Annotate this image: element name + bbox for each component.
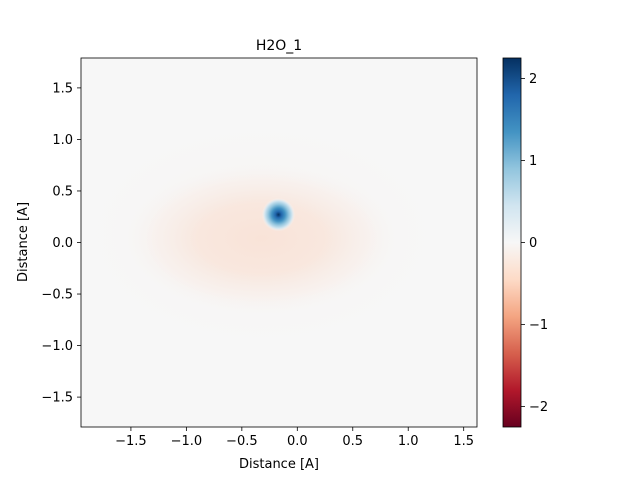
positive-peak [261, 198, 296, 232]
x-tick-label: −0.5 [226, 434, 258, 449]
x-tick-label: 1.5 [453, 434, 474, 449]
colorbar-tick-label: 0 [529, 236, 537, 251]
colorbar-tick-label: 2 [529, 72, 537, 87]
y-axis-ticks: −1.5 −1.0 −0.5 0.0 0.5 1.0 1.5 [41, 81, 81, 406]
colorbar-tick-label: −1 [529, 318, 548, 333]
y-axis-label: Distance [A] [16, 202, 31, 282]
x-tick-label: −1.5 [115, 434, 147, 449]
x-tick-label: −1.0 [171, 434, 203, 449]
chart-title: H2O_1 [256, 38, 302, 54]
x-axis-label: Distance [A] [239, 457, 319, 472]
colorbar-tick-label: 1 [529, 154, 537, 169]
y-tick-label: 1.5 [52, 81, 73, 96]
colorbar-ticks: −2 −1 0 1 2 [521, 72, 548, 415]
colorbar-gradient [502, 57, 522, 428]
y-tick-label: 1.0 [52, 133, 73, 148]
colorbar: −2 −1 0 1 2 [502, 57, 548, 428]
plot-area: −1.5 −1.0 −0.5 0.0 0.5 1.0 1.5 −1.5 −1.0 −0.5 0.0… [41, 57, 478, 449]
y-tick-label: −1.5 [41, 391, 73, 406]
negative-lobe [119, 161, 403, 316]
x-tick-label: 1.0 [398, 434, 419, 449]
y-tick-label: 0.5 [52, 184, 73, 199]
x-tick-label: 0.5 [342, 434, 363, 449]
x-tick-label: 0.0 [287, 434, 308, 449]
colorbar-tick-label: −2 [529, 400, 548, 415]
y-tick-label: −0.5 [41, 288, 73, 303]
x-axis-ticks: −1.5 −1.0 −0.5 0.0 0.5 1.0 1.5 [115, 427, 474, 449]
y-tick-label: 0.0 [52, 236, 73, 251]
y-tick-label: −1.0 [41, 339, 73, 354]
